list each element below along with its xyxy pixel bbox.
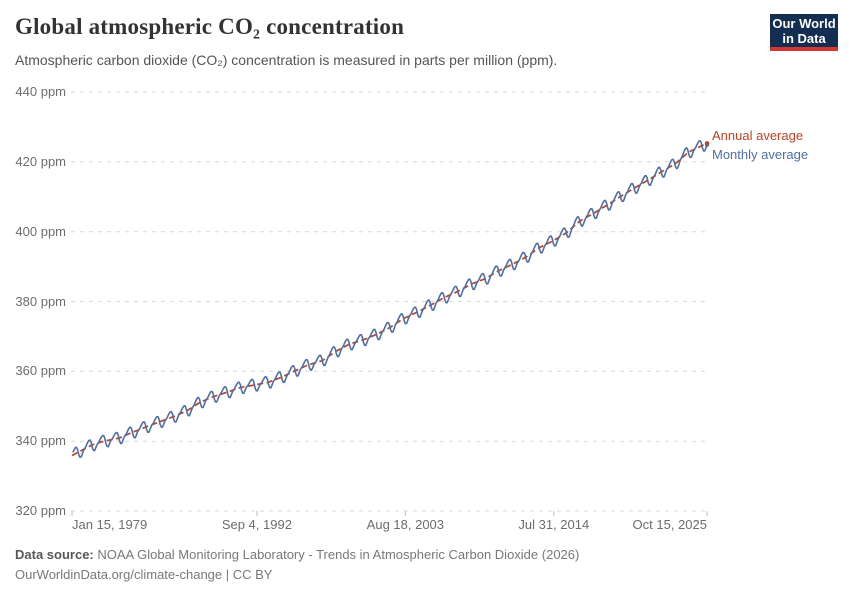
x-axis-tick-label: Jan 15, 1979 <box>72 517 148 532</box>
footer-source-label: Data source: <box>15 547 94 562</box>
y-axis-tick-label: 360 ppm <box>15 363 66 379</box>
legend-label-annual-average[interactable]: Annual average <box>712 128 804 143</box>
footer-source-text: NOAA Global Monitoring Laboratory - Tren… <box>97 547 580 562</box>
y-axis-tick-label: 440 ppm <box>15 84 66 99</box>
y-axis-tick-label: 340 ppm <box>15 433 66 449</box>
x-axis-tick-label: Oct 15, 2025 <box>632 517 707 532</box>
x-axis-tick-label: Jul 31, 2014 <box>518 517 590 532</box>
footer-attribution-link[interactable]: OurWorldinData.org/climate-change | CC B… <box>15 567 273 582</box>
footer-source: Data source: NOAA Global Monitoring Labo… <box>15 547 579 562</box>
chart-subtitle: Atmospheric carbon dioxide (CO₂) concent… <box>15 52 558 68</box>
owid-logo[interactable]: Our World in Data <box>770 14 838 51</box>
chart-title: Global atmospheric CO₂ concentration <box>15 14 405 39</box>
y-axis-tick-label: 400 ppm <box>15 223 66 239</box>
x-axis-tick-label: Sep 4, 1992 <box>221 517 292 532</box>
logo-line1: Our World <box>772 16 836 31</box>
x-axis: Jan 15, 1979 Sep 4, 1992 Aug 18, 2003 Jul 3… <box>0 517 850 535</box>
logo-line2: in Data <box>782 31 826 46</box>
y-axis-tick-label: 380 ppm <box>15 293 66 309</box>
x-axis-tick-label: Aug 18, 2003 <box>366 517 445 532</box>
y-axis-tick-label: 420 ppm <box>15 153 66 169</box>
y-axis-tick-label: 320 ppm <box>15 503 66 518</box>
legend-label-monthly-average[interactable]: Monthly average <box>712 147 809 162</box>
